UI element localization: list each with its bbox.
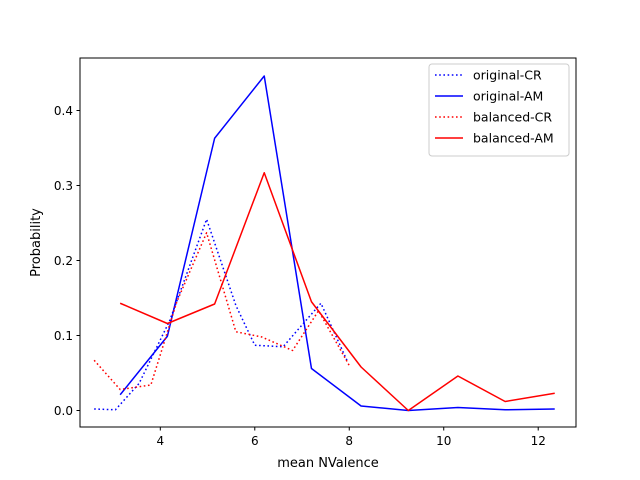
legend-label-balanced-am: balanced-AM: [473, 131, 554, 146]
legend-box: [428, 63, 570, 157]
x-tick-label: 6: [251, 434, 259, 448]
x-axis-label: mean NValence: [277, 456, 379, 471]
series-line-original-cr: [94, 218, 348, 411]
x-tick-label: 12: [531, 434, 546, 448]
plot-lines: [93, 75, 555, 412]
legend-label-balanced-cr: balanced-CR: [473, 110, 552, 125]
legend: original-CR original-AM balanced-CR balance…: [428, 63, 570, 157]
y-tick-label: 0.0: [54, 404, 73, 418]
legend-label-original-cr: original-CR: [473, 68, 542, 83]
x-axis-ticks: 4 6 8 10 12: [156, 427, 546, 448]
x-tick-label: 10: [436, 434, 451, 448]
legend-label-original-am: original-AM: [473, 89, 543, 104]
y-axis-ticks: 0.0 0.1 0.2 0.3 0.4: [54, 104, 80, 418]
y-tick-label: 0.1: [54, 329, 73, 343]
series-line-balanced-am: [119, 172, 555, 412]
series-line-balanced-cr: [93, 232, 350, 391]
y-tick-label: 0.2: [54, 254, 73, 268]
y-tick-label: 0.3: [54, 179, 73, 193]
x-tick-label: 4: [156, 434, 164, 448]
x-tick-label: 8: [345, 434, 353, 448]
plot-frame: [79, 57, 577, 428]
y-axis-label: Probability: [29, 208, 44, 277]
y-tick-label: 0.4: [54, 104, 73, 118]
series-line-original-am: [119, 75, 555, 412]
